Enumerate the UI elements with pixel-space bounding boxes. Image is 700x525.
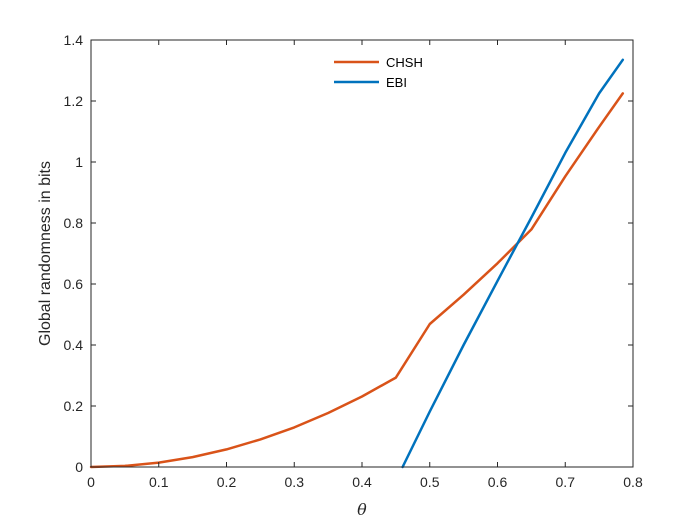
x-tick-label: 0 <box>87 474 95 490</box>
plot-area <box>91 40 633 467</box>
series-line-chsh <box>89 92 625 469</box>
y-tick-label: 0 <box>75 459 83 475</box>
x-tick-label: 0.4 <box>352 474 372 490</box>
x-tick-label: 0.2 <box>217 474 237 490</box>
y-axis-label: Global randomness in bits <box>37 161 54 346</box>
y-tick-label: 1 <box>75 154 83 170</box>
y-tick-label: 0.8 <box>64 215 84 231</box>
x-tick-label: 0.8 <box>623 474 643 490</box>
y-tick-label: 0.4 <box>64 337 84 353</box>
series-layer <box>89 58 625 469</box>
x-tick-label: 0.6 <box>488 474 508 490</box>
legend-label-ebi: EBI <box>386 75 407 90</box>
y-tick-label: 0.6 <box>64 276 84 292</box>
axes-box <box>90 39 634 468</box>
y-tick-label: 0.2 <box>64 398 84 414</box>
x-tick-label: 0.3 <box>285 474 305 490</box>
x-tick-label: 0.1 <box>149 474 169 490</box>
x-tick-label: 0.7 <box>556 474 576 490</box>
y-tick-label: 1.4 <box>64 32 84 48</box>
x-tick-label: 0.5 <box>420 474 440 490</box>
legend: CHSH EBI <box>334 55 423 90</box>
y-tick-label: 1.2 <box>64 93 84 109</box>
legend-label-chsh: CHSH <box>386 55 423 70</box>
x-axis-label: θ <box>357 500 367 519</box>
series-line-ebi <box>401 58 625 469</box>
ticks-layer: 0 0.1 0.2 0.3 0.4 0.5 0.6 0.7 0.8 0 0.2 0.4 0.6 0.8 1 1… <box>64 32 643 490</box>
